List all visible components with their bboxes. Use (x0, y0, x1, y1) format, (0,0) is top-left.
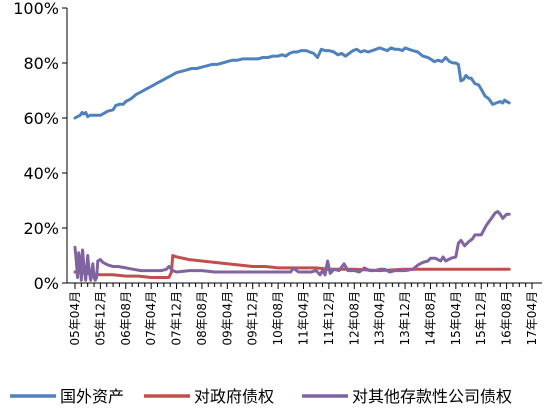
series-line-0 (73, 46, 511, 120)
series-line-2 (73, 210, 511, 282)
x-tick-label: 14年08月 (423, 291, 437, 346)
series-line-1 (73, 254, 511, 279)
y-tick-label: 20% (23, 219, 59, 238)
legend-label: 对其他存款性公司债权 (352, 387, 512, 406)
x-tick-label: 13年04月 (373, 291, 387, 346)
x-tick-label: 08年08月 (195, 291, 209, 346)
x-tick-label: 11年04月 (297, 291, 311, 346)
x-tick-label: 15年12月 (474, 291, 488, 346)
x-tick-label: 07年04月 (144, 291, 158, 346)
y-tick-label: 40% (23, 164, 59, 183)
x-tick-label: 10年08月 (271, 291, 285, 346)
x-tick-label: 09年12月 (246, 291, 260, 346)
x-tick-label: 12年08月 (347, 291, 361, 346)
legend: 国外资产 对政府债权 对其他存款性公司债权 (10, 387, 512, 406)
legend-label: 国外资产 (60, 387, 124, 406)
legend-label: 对政府债权 (194, 387, 274, 406)
y-tick-label: 100% (13, 0, 59, 18)
y-tick-label: 80% (23, 54, 59, 73)
series-group (73, 46, 511, 282)
x-tick-label: 05年12月 (93, 291, 107, 346)
axes: 0% 20% 40% 60% 80% 100% 05年04月 05年12月 06年08月 07年0… (13, 0, 542, 346)
x-tick-label: 13年12月 (398, 291, 412, 346)
y-tick-label: 0% (34, 274, 59, 293)
x-tick-label: 07年12月 (170, 291, 184, 346)
x-tick-label: 09年04月 (220, 291, 234, 346)
x-tick-label: 06年08月 (119, 291, 133, 346)
x-tick-label: 11年12月 (322, 291, 336, 346)
x-tick-label: 17年04月 (525, 291, 539, 346)
x-tick-label: 16年08月 (500, 291, 514, 346)
y-tick-label: 60% (23, 109, 59, 128)
x-tick-label: 05年04月 (68, 291, 82, 346)
x-tick-label: 15年04月 (449, 291, 463, 346)
